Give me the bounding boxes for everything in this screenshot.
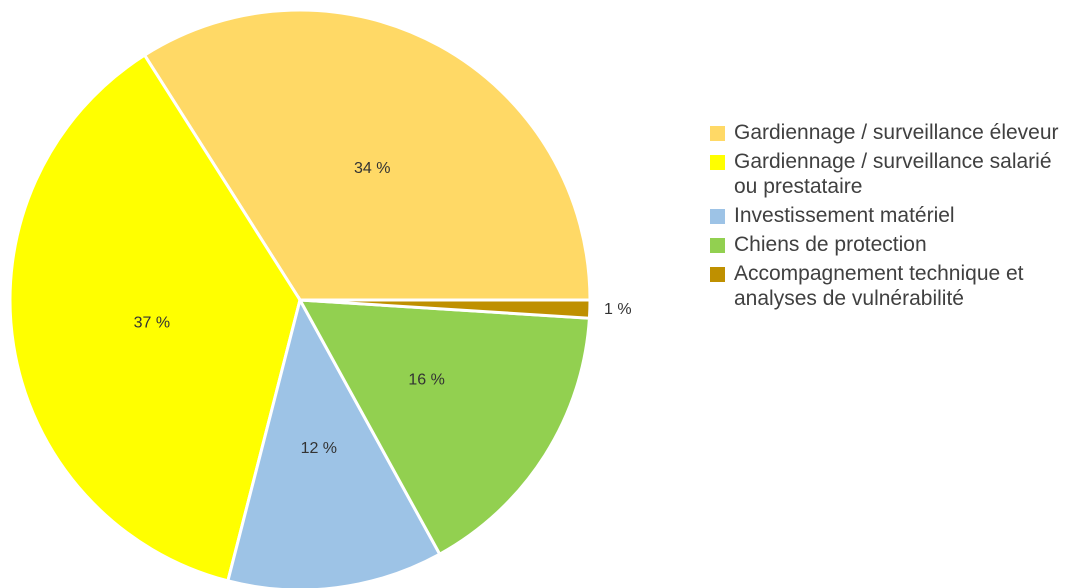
legend-label: Gardiennage / surveillance éleveur xyxy=(734,121,1059,144)
data-label: 34 % xyxy=(354,160,390,177)
chart: 34 % 37 % 12 % 16 % 1 % xyxy=(8,8,632,588)
legend-item: Gardiennage / surveillance éleveur xyxy=(710,120,1080,145)
legend-swatch xyxy=(710,209,725,224)
legend-item: Gardiennage / surveillance salarié ou pr… xyxy=(710,149,1080,199)
legend-swatch xyxy=(710,267,725,282)
legend-item: Accompagnement technique et analyses de … xyxy=(710,261,1080,311)
pie-slice xyxy=(142,8,592,302)
legend-label: Investissement matériel xyxy=(734,204,955,227)
data-label: 12 % xyxy=(301,440,337,457)
legend-item: Chiens de protection xyxy=(710,232,1080,257)
legend-label: Accompagnement technique et analyses de … xyxy=(734,262,1024,310)
legend-swatch xyxy=(710,155,725,170)
legend-swatch xyxy=(710,238,725,253)
legend-item: Investissement matériel xyxy=(710,203,1080,228)
pie-slice xyxy=(8,53,302,583)
legend: Gardiennage / surveillance éleveur Gardie… xyxy=(710,120,1080,315)
data-label: 1 % xyxy=(604,301,632,318)
pie-slice xyxy=(299,298,592,320)
data-label: 37 % xyxy=(134,315,170,332)
pie-slice xyxy=(297,298,592,557)
legend-swatch xyxy=(710,126,725,141)
data-label: 16 % xyxy=(408,372,444,389)
legend-label: Gardiennage / surveillance salarié ou pr… xyxy=(734,150,1052,198)
legend-label: Chiens de protection xyxy=(734,233,927,256)
